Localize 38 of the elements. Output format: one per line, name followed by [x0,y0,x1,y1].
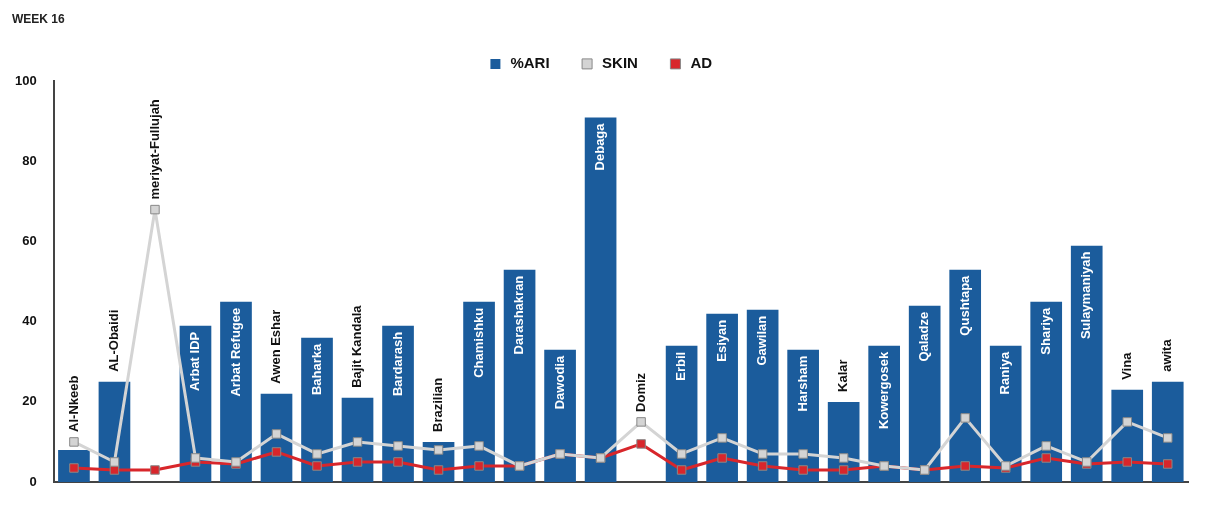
x-tick-label: Arbat Refugee [227,307,243,397]
x-tick-label: AL-Obaidi [106,309,122,372]
x-tick-label: Raniya [997,351,1013,395]
x-tick-label: Esiyan [713,319,729,362]
legend-label: AD [690,54,713,72]
x-tick-label: Awen Eshar [268,309,284,384]
x-tick-label: Qushtapa [956,274,972,336]
x-tick-label: Gawilan [754,315,770,366]
x-tick-label: Bardarash [389,331,405,397]
x-tick-label: meriyat-Fullujah [146,99,162,200]
y-tick-label: 20 [22,393,37,409]
y-tick-label: 40 [22,313,37,329]
x-tick-label: Harsham [794,355,810,412]
x-tick-label: Domiz [632,372,648,412]
x-tick-label: Vina [1118,351,1134,380]
x-tick-label: Bajit Kandala [349,304,365,388]
x-tick-label: awita [1159,338,1175,372]
x-tick-label: Erbil [673,351,689,381]
legend-label: %ARI [510,54,550,72]
x-tick-label: Dawodia [551,355,567,410]
x-tick-label: Baharka [308,343,324,396]
y-tick-label: 0 [29,473,37,489]
x-tick-label: Sulaymaniyah [1078,251,1094,340]
y-tick-label: 100 [14,72,37,88]
x-tick-label: Shariya [1037,306,1053,355]
x-tick-label: Darashakran [511,275,527,355]
chart-title: WEEK 16 [12,11,66,26]
x-tick-label: Qaladze [916,311,932,362]
x-tick-label: Chamishku [470,307,486,378]
y-tick-label: 80 [22,153,37,169]
legend-label: SKIN [602,54,638,72]
x-tick-label: Debaga [592,122,608,171]
x-tick-label: Brazilian [430,377,446,432]
x-tick-label: Kowergosek [875,351,891,430]
x-tick-label: Kalar [835,359,851,392]
y-tick-label: 60 [22,233,37,249]
x-tick-label: Arbat IDP [187,331,203,391]
x-tick-label: Al-Nkeeb [65,375,81,432]
